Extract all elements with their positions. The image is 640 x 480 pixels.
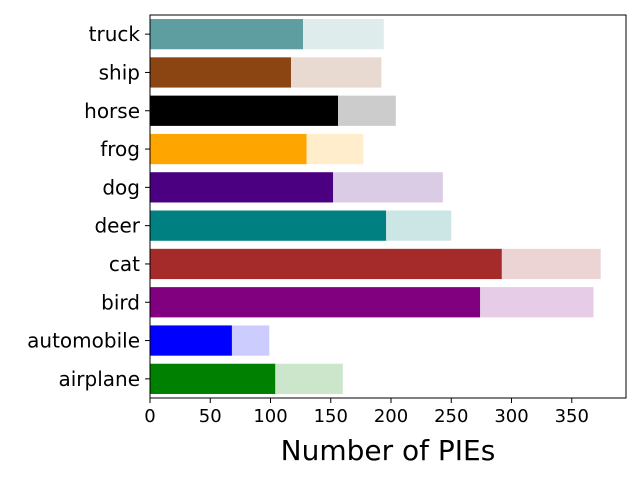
bar-bird-segment-1 bbox=[150, 287, 481, 318]
x-axis-label: Number of PIEs bbox=[281, 434, 496, 467]
bar-frog-segment-1 bbox=[150, 133, 307, 165]
bar-automobile-segment-2 bbox=[231, 325, 270, 356]
x-tick-label: 200 bbox=[374, 406, 408, 427]
bar-cat-segment-2 bbox=[501, 248, 601, 280]
y-tick-label: dog bbox=[102, 175, 140, 199]
bar-bird-segment-2 bbox=[480, 287, 594, 318]
bar-airplane-segment-2 bbox=[275, 363, 343, 394]
bar-deer-segment-1 bbox=[150, 210, 387, 241]
x-axis-ticks: 0 50 100 150 200 250 300 350 bbox=[144, 398, 589, 427]
bar-dog-segment-2 bbox=[333, 172, 443, 203]
y-axis-ticks: airplane automobile bird cat deer dog frog hors… bbox=[27, 22, 150, 391]
bar-ship-segment-1 bbox=[150, 57, 291, 88]
y-tick-label: horse bbox=[84, 99, 140, 123]
x-tick-label: 300 bbox=[494, 406, 528, 427]
y-tick-label: deer bbox=[94, 214, 140, 238]
x-tick-label: 350 bbox=[555, 406, 589, 427]
bar-horse-segment-2 bbox=[337, 95, 396, 126]
bars-group bbox=[150, 19, 601, 394]
bar-deer-segment-2 bbox=[386, 210, 452, 241]
y-tick-label: bird bbox=[101, 290, 140, 314]
x-tick-label: 50 bbox=[199, 406, 222, 427]
bar-airplane-segment-1 bbox=[150, 363, 276, 394]
x-tick-label: 100 bbox=[253, 406, 287, 427]
bar-frog-segment-2 bbox=[306, 133, 364, 165]
x-tick-label: 150 bbox=[314, 406, 348, 427]
bar-truck-segment-2 bbox=[303, 19, 384, 50]
bar-horse-segment-1 bbox=[150, 95, 338, 126]
y-tick-label: frog bbox=[100, 137, 140, 161]
y-tick-label: airplane bbox=[58, 367, 140, 391]
y-tick-label: ship bbox=[99, 60, 140, 84]
x-tick-label: 0 bbox=[144, 406, 155, 427]
bar-dog-segment-1 bbox=[150, 172, 334, 203]
y-tick-label: cat bbox=[109, 252, 140, 276]
bar-automobile-segment-1 bbox=[150, 325, 232, 356]
bar-truck-segment-1 bbox=[150, 19, 304, 50]
plot-frame bbox=[149, 14, 627, 399]
bar-cat-segment-1 bbox=[150, 248, 502, 280]
y-tick-label: automobile bbox=[27, 329, 140, 353]
x-tick-label: 250 bbox=[434, 406, 468, 427]
y-tick-label: truck bbox=[89, 22, 141, 46]
bar-ship-segment-2 bbox=[290, 57, 382, 88]
